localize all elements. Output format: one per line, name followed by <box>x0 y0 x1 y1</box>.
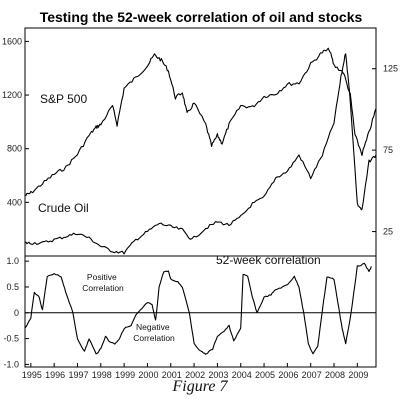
x-tick-label-6: 2001 <box>162 370 182 380</box>
lower-tick-label-4: 1.0 <box>6 256 19 266</box>
x-tick-label-3: 1998 <box>92 370 112 380</box>
series-line-crude-oil <box>24 53 377 255</box>
upper-left-axis: 400 800 1200 1600 <box>2 36 29 207</box>
x-tick-label-7: 2002 <box>185 370 205 380</box>
x-tick-label-12: 2007 <box>302 370 322 380</box>
x-tick-label-8: 2003 <box>208 370 228 380</box>
x-tick-label-14: 2009 <box>348 370 368 380</box>
series-label-sp500: S&P 500 <box>40 92 87 106</box>
x-tick-label-10: 2005 <box>255 370 275 380</box>
lower-tick-label-1: -0.5 <box>3 334 19 344</box>
upper-left-tick-label-2: 1200 <box>2 90 22 100</box>
x-tick-label-5: 2000 <box>138 370 158 380</box>
series-line-sp500 <box>24 47 377 197</box>
x-tick-label-1: 1996 <box>45 370 65 380</box>
chart-title: Testing the 52-week correlation of oil a… <box>40 9 363 25</box>
figure-caption: Figure 7 <box>172 378 229 395</box>
lower-tick-label-3: 0.5 <box>6 282 19 292</box>
x-tick-label-9: 2004 <box>232 370 252 380</box>
x-tick-label-4: 1999 <box>115 370 135 380</box>
upper-right-tick-label-1: 75 <box>383 145 393 155</box>
x-tick-label-2: 1997 <box>68 370 88 380</box>
lower-panel-frame <box>24 255 377 368</box>
upper-right-tick-label-0: 25 <box>383 227 393 237</box>
upper-panel-frame <box>24 27 377 257</box>
series-label-correlation: 52-week correlation <box>216 253 321 267</box>
x-tick-label-11: 2006 <box>278 370 298 380</box>
x-tick-label-13: 2008 <box>325 370 345 380</box>
lower-tick-label-2: 0 <box>14 308 19 318</box>
upper-left-tick-label-1: 800 <box>7 144 22 154</box>
lower-tick-label-0: -1.0 <box>3 359 19 369</box>
upper-left-tick-label-0: 400 <box>7 197 22 207</box>
series-line-correlation <box>24 262 372 355</box>
annotation-positive-correlation: Positive Correlation <box>82 272 124 293</box>
series-label-crude-oil: Crude Oil <box>38 201 89 215</box>
x-tick-label-0: 1995 <box>22 370 42 380</box>
upper-right-tick-label-2: 125 <box>383 64 398 74</box>
upper-left-tick-label-3: 1600 <box>2 36 22 46</box>
annotation-negative-correlation: Negative Correlation <box>133 322 175 343</box>
x-axis: 1995 1996 1997 1998 1999 2000 2001 2002 2003 2004… <box>22 363 368 380</box>
upper-right-axis: 25 75 125 <box>372 64 398 237</box>
